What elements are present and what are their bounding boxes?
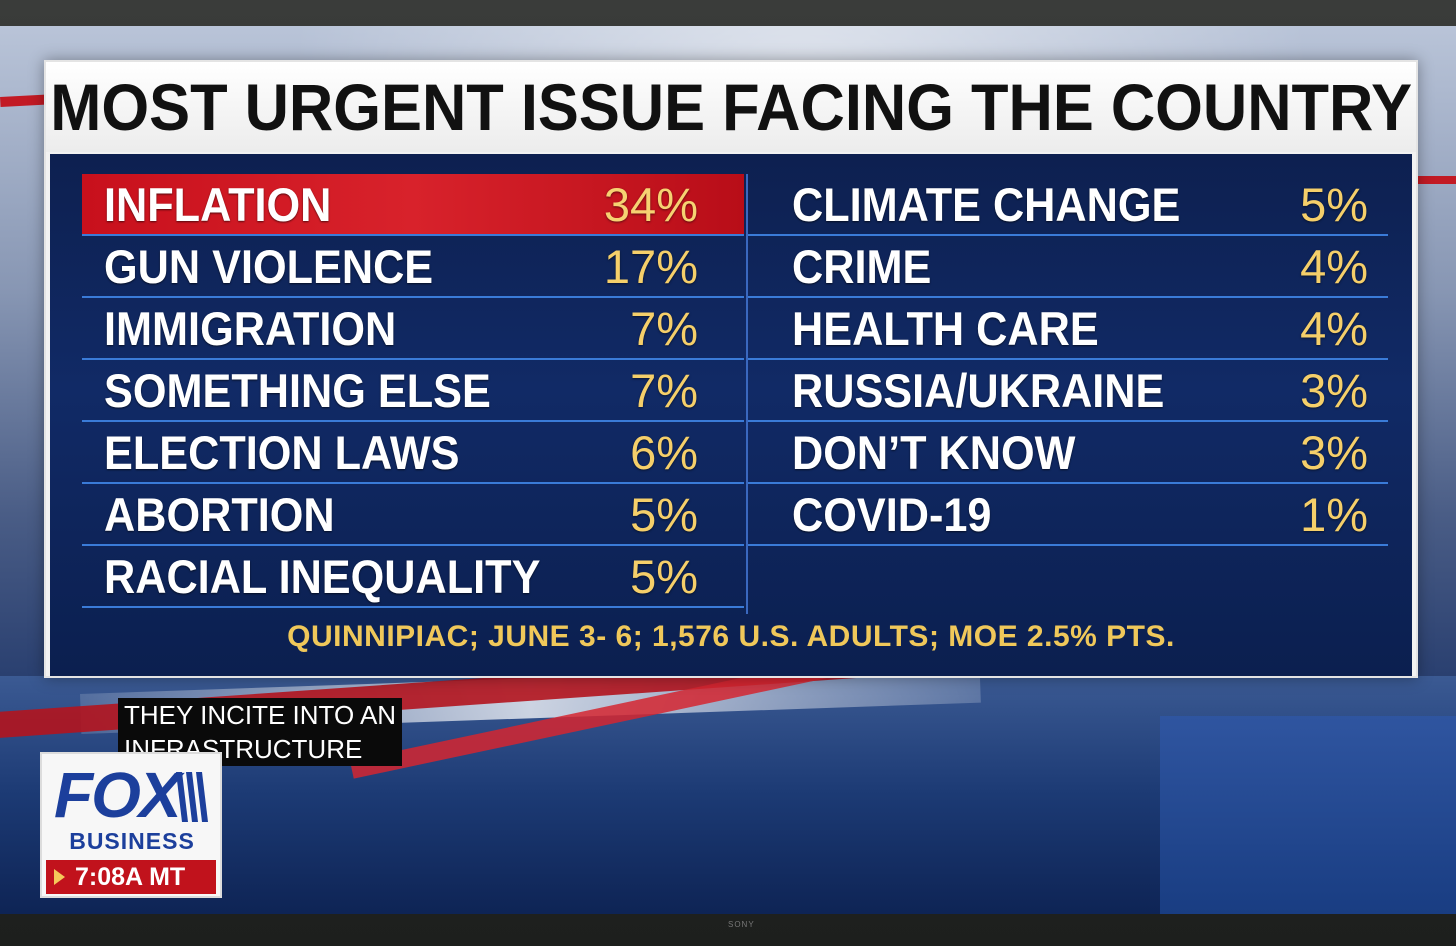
poll-table: INFLATION 34% GUN VIOLENCE 17% IMMIGRATION 7%… xyxy=(50,154,1412,676)
table-row: SOMETHING ELSE 7% xyxy=(82,360,744,422)
table-row: CRIME 4% xyxy=(748,236,1388,298)
issue-label: INFLATION xyxy=(104,177,332,231)
issue-percent: 5% xyxy=(630,549,698,603)
issue-label: SOMETHING ELSE xyxy=(104,363,491,417)
table-row: ELECTION LAWS 6% xyxy=(82,422,744,484)
issue-label: CRIME xyxy=(792,239,932,293)
column-divider xyxy=(746,174,748,614)
issue-percent: 17% xyxy=(603,239,698,293)
issue-label: COVID-19 xyxy=(792,487,992,541)
table-row: GUN VIOLENCE 17% xyxy=(82,236,744,298)
caption-line-1: THEY INCITE INTO AN xyxy=(122,698,399,732)
issue-percent: 6% xyxy=(630,425,698,479)
issue-percent: 1% xyxy=(1300,487,1368,541)
issue-percent: 7% xyxy=(630,363,698,417)
table-row: RUSSIA/UKRAINE 3% xyxy=(748,360,1388,422)
business-wordmark: BUSINESS xyxy=(69,828,195,854)
issue-label: HEALTH CARE xyxy=(792,301,1099,355)
chart-title: MOST URGENT ISSUE FACING THE COUNTRY xyxy=(50,70,1412,144)
studio-red-accent-right xyxy=(1380,176,1456,184)
issue-label: GUN VIOLENCE xyxy=(104,239,434,293)
caption-line-2: INFRASTRUCTURE xyxy=(122,732,365,766)
table-row: HEALTH CARE 4% xyxy=(748,298,1388,360)
issue-percent: 7% xyxy=(630,301,698,355)
issue-label: IMMIGRATION xyxy=(104,301,397,355)
left-column: INFLATION 34% GUN VIOLENCE 17% IMMIGRATION 7%… xyxy=(82,174,744,608)
table-row: COVID-19 1% xyxy=(748,484,1388,546)
issue-label: ABORTION xyxy=(104,487,335,541)
poll-graphic: MOST URGENT ISSUE FACING THE COUNTRY INF… xyxy=(44,60,1418,678)
issue-percent: 34% xyxy=(603,177,698,231)
play-arrow-icon xyxy=(54,869,65,885)
clock-time: 7:08A MT xyxy=(75,862,186,891)
table-row: RACIAL INEQUALITY 5% xyxy=(82,546,744,608)
table-row: IMMIGRATION 7% xyxy=(82,298,744,360)
issue-label: RUSSIA/UKRAINE xyxy=(792,363,1165,417)
studio-blue-panel xyxy=(1160,716,1456,914)
issue-percent: 5% xyxy=(630,487,698,541)
issue-percent: 3% xyxy=(1300,363,1368,417)
table-row: CLIMATE CHANGE 5% xyxy=(748,174,1388,236)
issue-label: RACIAL INEQUALITY xyxy=(104,549,541,603)
fox-business-logo: FOX BUSINESS 7:08A MT xyxy=(40,752,222,898)
fox-stripes-icon xyxy=(176,772,208,822)
right-column: CLIMATE CHANGE 5% CRIME 4% HEALTH CARE 4% RUSS… xyxy=(748,174,1388,546)
tv-brand-label: SONY xyxy=(728,920,755,929)
title-bar: MOST URGENT ISSUE FACING THE COUNTRY xyxy=(46,62,1416,152)
issue-label: ELECTION LAWS xyxy=(104,425,460,479)
issue-label: CLIMATE CHANGE xyxy=(792,177,1181,231)
issue-percent: 4% xyxy=(1300,301,1368,355)
fox-wordmark: FOX xyxy=(54,759,182,831)
issue-percent: 5% xyxy=(1300,177,1368,231)
time-bar: 7:08A MT xyxy=(46,860,216,894)
source-note: QUINNIPIAC; JUNE 3- 6; 1,576 U.S. ADULTS… xyxy=(287,620,1175,653)
issue-percent: 3% xyxy=(1300,425,1368,479)
table-row: INFLATION 34% xyxy=(82,174,744,236)
table-row: ABORTION 5% xyxy=(82,484,744,546)
table-row: DON’T KNOW 3% xyxy=(748,422,1388,484)
issue-percent: 4% xyxy=(1300,239,1368,293)
issue-label: DON’T KNOW xyxy=(792,425,1076,479)
